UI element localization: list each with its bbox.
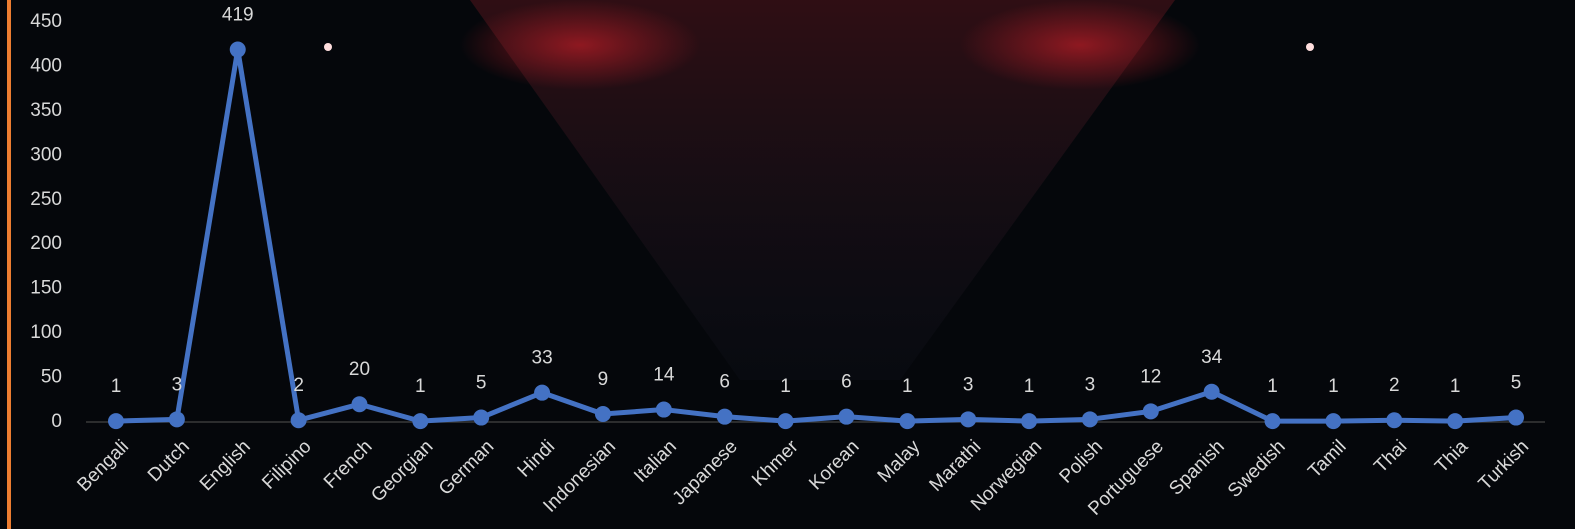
data-label: 1 bbox=[415, 376, 426, 397]
data-label: 12 bbox=[1140, 366, 1161, 387]
point bbox=[1508, 409, 1524, 426]
point bbox=[1203, 383, 1220, 400]
data-label: 3 bbox=[1085, 374, 1096, 395]
data-label: 20 bbox=[349, 359, 370, 380]
glow bbox=[460, 0, 700, 90]
point bbox=[1142, 403, 1159, 420]
data-label: 1 bbox=[780, 376, 791, 397]
light bbox=[1306, 43, 1314, 51]
y-tick-label: 150 bbox=[30, 278, 62, 299]
data-label: 1 bbox=[1450, 376, 1461, 397]
point bbox=[716, 408, 733, 425]
data-label: 3 bbox=[963, 374, 974, 395]
y-tick-label: 300 bbox=[30, 144, 62, 165]
data-label: 9 bbox=[598, 369, 609, 390]
point bbox=[473, 409, 490, 426]
data-label: 33 bbox=[532, 348, 553, 369]
point bbox=[108, 413, 124, 430]
y-tick-label: 50 bbox=[41, 367, 62, 388]
point bbox=[1264, 413, 1281, 430]
point bbox=[1447, 413, 1464, 430]
y-tick-label: 0 bbox=[51, 411, 62, 432]
data-label: 14 bbox=[653, 365, 675, 386]
point bbox=[168, 411, 185, 428]
line bbox=[115, 47, 1517, 424]
y-tick-label: 450 bbox=[30, 11, 62, 32]
point bbox=[351, 396, 368, 413]
point bbox=[1386, 412, 1403, 429]
data-label: 1 bbox=[1328, 376, 1339, 397]
point bbox=[777, 413, 794, 430]
data-label: 5 bbox=[1511, 373, 1522, 394]
glow bbox=[960, 0, 1200, 90]
point bbox=[229, 41, 246, 58]
border bbox=[7, 0, 11, 529]
point bbox=[594, 406, 611, 422]
point bbox=[1325, 413, 1342, 430]
data-label: 6 bbox=[841, 372, 852, 393]
data-label: 1 bbox=[902, 376, 913, 397]
point bbox=[290, 412, 307, 429]
data-label: 5 bbox=[476, 373, 487, 394]
data-label: 1 bbox=[1024, 376, 1035, 397]
y-tick-label: 200 bbox=[30, 233, 62, 254]
data-label: 2 bbox=[293, 375, 304, 396]
point bbox=[655, 401, 672, 418]
data-label: 6 bbox=[719, 372, 730, 393]
y-tick-label: 250 bbox=[30, 189, 62, 210]
data-label: 1 bbox=[111, 376, 122, 397]
data-label: 1 bbox=[1267, 376, 1278, 397]
data-label: 3 bbox=[172, 374, 183, 395]
point bbox=[838, 408, 855, 425]
data-label: 2 bbox=[1389, 375, 1400, 396]
point bbox=[412, 413, 429, 430]
data-label: 419 bbox=[222, 5, 254, 26]
point bbox=[1081, 411, 1098, 428]
y-tick-label: 100 bbox=[30, 322, 62, 343]
y-tick-label: 400 bbox=[30, 55, 62, 76]
point bbox=[899, 413, 916, 430]
light bbox=[324, 43, 332, 51]
point bbox=[960, 411, 977, 428]
background-shape bbox=[470, 0, 1175, 380]
y-tick-label: 350 bbox=[30, 100, 62, 121]
data-label: 34 bbox=[1201, 347, 1223, 368]
point bbox=[1021, 413, 1038, 430]
point bbox=[534, 384, 551, 401]
